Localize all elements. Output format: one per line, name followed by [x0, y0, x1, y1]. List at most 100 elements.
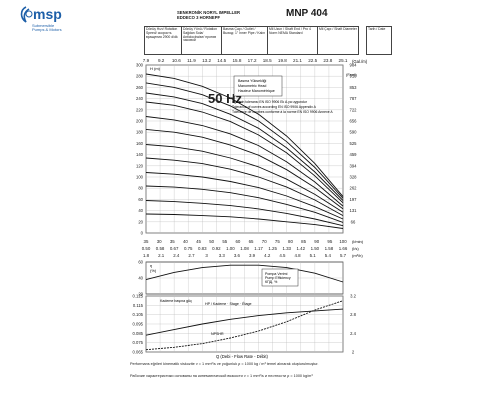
flow-row2-tick: 1.25 [268, 246, 277, 251]
head-y-right-tick: 722 [350, 107, 358, 112]
flow-row2-unit: (l/s) [352, 246, 359, 251]
eff-legend-line1: Pompa Verimi [265, 272, 288, 276]
spec-cell-rotation: Dönüş Yönü / Rotation Sağdan Sola/ Antic… [182, 27, 222, 54]
eff-y-tick: 40 [138, 276, 143, 281]
flow-row1-tick: 80 [288, 239, 293, 244]
power-label-top-left: Kademe başına güç [160, 299, 192, 303]
flow-row1-tick: 70 [262, 239, 267, 244]
head-legend-box [233, 75, 283, 97]
head-curve-9 [145, 172, 344, 220]
head-curve-1 [145, 73, 344, 197]
head-x-top-tick: 11.9 [187, 58, 196, 63]
spec-cell-outlet: Basma Çapı / Outlet / Выход: 1" Inner Pi… [222, 27, 268, 54]
eff-legend-box [261, 268, 299, 287]
note-line1: Eğrilerin toleransı EN ISO 9906 Ek A.ya … [232, 100, 308, 104]
power-curve [145, 308, 344, 336]
flow-row3-tick: 5.1 [310, 253, 317, 258]
head-x-top-tick: 23.8 [323, 58, 332, 63]
head-y-left-tick: 220 [136, 107, 144, 112]
head-legend-line3: Hauteur Manométrique [238, 89, 275, 93]
flow-row2-tick: 0.83 [198, 246, 207, 251]
flow-row2-tick: 0.75 [184, 246, 193, 251]
flow-row1-tick: 35 [170, 239, 175, 244]
head-curve-11 [145, 200, 344, 227]
eff-y-label: η [150, 263, 152, 268]
flow-row1-tick: 35 [144, 239, 149, 244]
head-y-left-tick: 0 [141, 231, 144, 236]
flow-row3-tick: 3 [205, 253, 208, 258]
power-y-left-tick: 0.125 [133, 294, 144, 299]
npsh-y-right-tick: 2.4 [350, 331, 356, 336]
flow-row3-tick: 2.1 [158, 253, 165, 258]
spec-cell-shaft: Mil Uzun / Shaft End / Pro 4 Norm NEMA S… [268, 27, 318, 54]
head-x-top-tick: 10.6 [172, 58, 181, 63]
head-curve-2 [145, 82, 344, 199]
x-top-unit: (Gal./m) [352, 59, 368, 64]
flow-row1-tick: 85 [301, 239, 306, 244]
power-y-left-tick: 0.065 [133, 350, 144, 355]
flow-row1-tick: 45 [196, 239, 201, 244]
head-y-left-tick: 20 [138, 219, 143, 224]
flow-row1-unit: (l/min) [352, 239, 364, 244]
head-x-top-tick: 7.9 [143, 58, 150, 63]
head-curve-7 [145, 144, 344, 213]
head-x-top-tick: 22.5 [308, 58, 317, 63]
y-right-unit: (Feet) [346, 72, 357, 77]
npsh-curve [145, 300, 344, 351]
flow-row2-tick: 1.17 [254, 246, 263, 251]
flow-row2-tick: 1.50 [311, 246, 320, 251]
head-x-top-tick: 17.2 [248, 58, 257, 63]
flow-row2-tick: 1.00 [226, 246, 235, 251]
eff-legend-line2: Pump Efficiency [265, 276, 291, 280]
flow-row3-tick: 1.8 [143, 253, 150, 258]
head-y-right-tick: 525 [350, 141, 358, 146]
head-y-right-tick: 984 [350, 63, 358, 68]
brand-sub1: Submersible [32, 23, 55, 28]
eff-legend-line3: КПД, % [265, 280, 278, 284]
flow-row1-tick: 65 [249, 239, 254, 244]
logo-swirl-icon [20, 6, 33, 23]
head-curve-5 [145, 116, 344, 207]
head-curve-12 [145, 213, 344, 229]
flow-row2-tick: 1.33 [282, 246, 291, 251]
head-y-left-tick: 140 [136, 152, 144, 157]
head-y-left-tick: 160 [136, 141, 144, 146]
head-y-left-tick: 60 [138, 197, 143, 202]
head-y-left-tick: 300 [136, 63, 144, 68]
title-line1: SENKRONİK NORYL IMPELLER [177, 10, 241, 15]
flow-row3-tick: 2.4 [173, 253, 180, 258]
flow-row3-unit: (m³/h) [352, 253, 363, 258]
head-x-top-tick: 13.2 [202, 58, 211, 63]
power-y-left-tick: 0.075 [133, 340, 144, 345]
head-y-left-tick: 40 [138, 208, 143, 213]
head-y-right-tick: 787 [350, 96, 358, 101]
flow-row3-tick: 3.3 [219, 253, 226, 258]
flow-row1-tick: 50 [209, 239, 214, 244]
npsh-y-right-tick: 2 [352, 350, 355, 355]
brand-name: msp [33, 6, 62, 22]
head-x-top-tick: 25.1 [339, 58, 348, 63]
eff-y-unit: (%) [150, 268, 157, 273]
flow-row2-tick: 1.66 [339, 246, 348, 251]
note-line2: Tolerance of curves according EN ISO 990… [232, 105, 317, 109]
head-y-right-tick: 853 [350, 85, 358, 90]
flow-row2-tick: 1.08 [240, 246, 249, 251]
head-legend-line1: Basma Yüksekliği [238, 79, 266, 83]
brand-sub2: Pumps & Motors [32, 27, 62, 32]
flow-row2-tick: 0.67 [170, 246, 179, 251]
head-legend-line2: Manometric Head [238, 84, 266, 88]
head-curve-6 [145, 128, 344, 210]
eff-y-tick: 20 [138, 292, 143, 297]
note-line3: Tolérance de courbes conforme à la norme… [232, 110, 333, 114]
flow-row3-tick: 2.7 [188, 253, 195, 258]
logo: msp Submersible Pumps & Motors [18, 6, 62, 36]
head-y-left-tick: 280 [136, 74, 144, 79]
head-y-right-tick: 590 [350, 130, 358, 135]
power-y-left-tick: 0.085 [133, 331, 144, 336]
flow-row2-tick: 0.50 [142, 246, 151, 251]
head-curve-10 [145, 185, 344, 223]
flow-row3-tick: 5.7 [340, 253, 347, 258]
flow-row1-tick: 60 [235, 239, 240, 244]
head-x-top-tick: 19.8 [278, 58, 287, 63]
